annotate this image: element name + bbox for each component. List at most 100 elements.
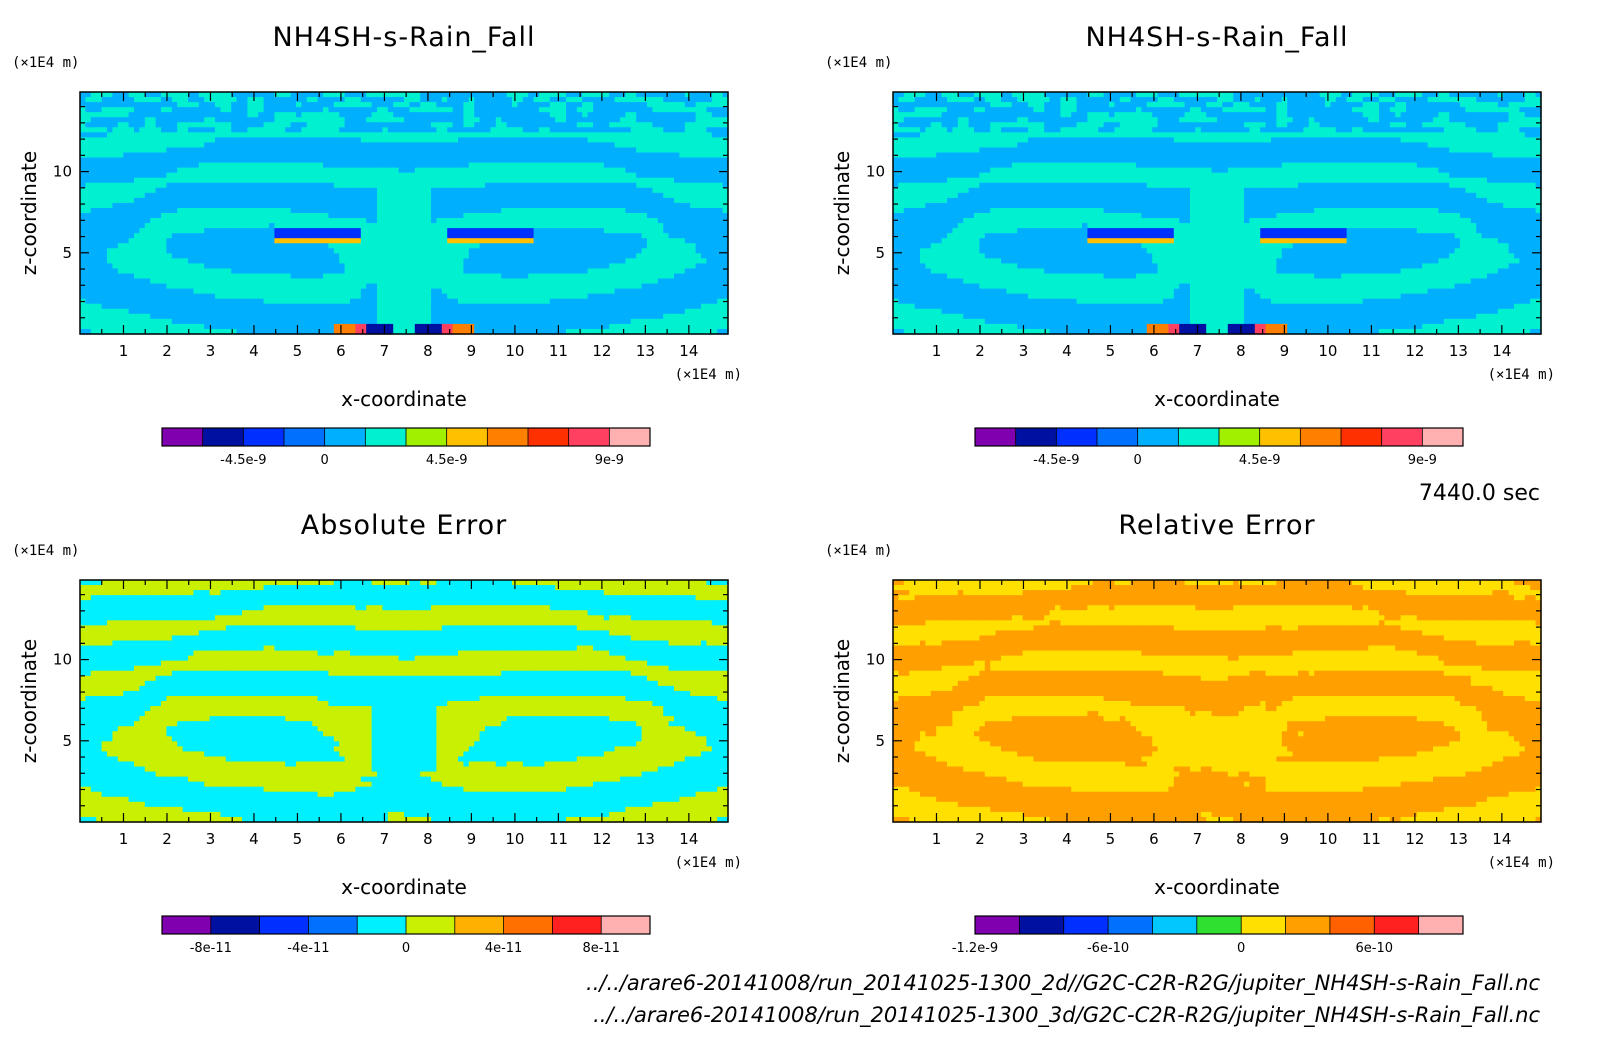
heatmap-cell bbox=[193, 243, 200, 249]
heatmap-cell bbox=[328, 278, 335, 285]
heatmap-cell bbox=[560, 177, 567, 184]
heatmap-cell bbox=[306, 152, 313, 159]
heatmap-cell bbox=[128, 112, 135, 118]
heatmap-cell bbox=[306, 187, 313, 194]
heatmap-cell bbox=[701, 182, 707, 189]
heatmap-cell bbox=[236, 258, 243, 265]
heatmap-cell bbox=[387, 187, 394, 194]
heatmap-cell bbox=[414, 177, 421, 184]
heatmap-cell bbox=[263, 97, 270, 103]
heatmap-cell bbox=[501, 157, 508, 164]
heatmap-cell bbox=[668, 278, 675, 285]
heatmap-cell bbox=[706, 192, 713, 199]
heatmap-cell bbox=[544, 258, 551, 265]
heatmap-cell bbox=[90, 162, 97, 169]
heatmap-cell bbox=[684, 263, 691, 270]
heatmap-cell bbox=[555, 218, 562, 224]
heatmap-cell bbox=[323, 263, 329, 270]
heatmap-cell bbox=[166, 187, 173, 194]
heatmap-cell bbox=[468, 142, 475, 149]
heatmap-cell bbox=[695, 218, 702, 224]
heatmap-cell bbox=[263, 132, 270, 138]
heatmap-cell bbox=[711, 278, 718, 285]
heatmap-cell bbox=[539, 97, 545, 103]
heatmap-cell bbox=[663, 263, 670, 270]
heatmap-cell bbox=[371, 172, 378, 179]
heatmap-cell bbox=[220, 258, 227, 265]
heatmap-cell bbox=[296, 187, 302, 194]
heatmap-cell bbox=[679, 182, 686, 189]
heatmap-cell bbox=[690, 117, 697, 123]
heatmap-cell bbox=[522, 263, 529, 270]
heatmap-cell bbox=[188, 182, 194, 189]
heatmap-cell bbox=[587, 263, 594, 270]
heatmap-cell bbox=[301, 142, 308, 149]
heatmap-cell bbox=[555, 107, 562, 113]
heatmap-cell bbox=[393, 167, 400, 174]
heatmap-cell bbox=[247, 127, 254, 133]
heatmap-cell bbox=[274, 273, 281, 280]
heatmap-cell bbox=[150, 132, 157, 138]
heatmap-cell bbox=[317, 192, 324, 199]
heatmap-cell bbox=[252, 248, 259, 254]
heatmap-cell bbox=[371, 92, 378, 98]
heatmap-cell bbox=[636, 192, 643, 199]
heatmap-cell bbox=[571, 218, 578, 224]
heatmap-cell bbox=[452, 97, 459, 103]
heatmap-cell bbox=[258, 177, 265, 184]
heatmap-cell bbox=[188, 263, 194, 270]
heatmap-cell bbox=[296, 92, 302, 98]
heatmap-cell bbox=[485, 132, 491, 138]
heatmap-cell bbox=[177, 233, 184, 239]
heatmap-cell bbox=[717, 263, 724, 270]
heatmap-cell bbox=[269, 197, 275, 204]
heatmap-cell bbox=[722, 248, 729, 254]
heatmap-cell bbox=[647, 127, 653, 133]
heatmap-cell bbox=[668, 218, 675, 224]
heatmap-cell bbox=[674, 263, 680, 270]
heatmap-cell bbox=[463, 117, 470, 123]
heatmap-cell bbox=[447, 142, 454, 149]
heatmap-cell bbox=[522, 167, 529, 174]
heatmap-cell bbox=[485, 258, 491, 265]
heatmap-cell bbox=[404, 197, 410, 204]
heatmap-cell bbox=[674, 283, 680, 290]
heatmap-cell bbox=[506, 253, 513, 259]
heatmap-cell bbox=[215, 152, 221, 159]
heatmap-cell bbox=[533, 197, 540, 204]
heatmap-cell bbox=[371, 132, 378, 138]
heatmap-cell bbox=[690, 223, 697, 229]
heatmap-cell bbox=[247, 117, 254, 123]
heatmap-cell bbox=[593, 192, 599, 199]
heatmap-cell bbox=[436, 253, 443, 259]
heatmap-cell bbox=[404, 112, 410, 118]
heatmap-cell bbox=[679, 197, 686, 204]
heatmap-cell bbox=[706, 147, 713, 154]
heatmap-cell bbox=[436, 177, 443, 184]
heatmap-cell bbox=[409, 213, 416, 219]
heatmap-cell bbox=[576, 177, 583, 184]
heatmap-cell bbox=[107, 202, 113, 209]
heatmap-cell bbox=[571, 132, 578, 138]
heatmap-cell bbox=[630, 288, 637, 295]
heatmap-cell bbox=[441, 117, 448, 123]
heatmap-cell bbox=[366, 278, 373, 285]
heatmap-cell bbox=[382, 207, 389, 214]
heatmap-cell bbox=[225, 278, 232, 285]
heatmap-cell bbox=[549, 117, 556, 123]
heatmap-cell bbox=[539, 207, 545, 214]
heatmap-cell bbox=[522, 102, 529, 108]
heatmap-cell bbox=[312, 283, 319, 290]
heatmap-cell bbox=[576, 142, 583, 149]
heatmap-cell bbox=[630, 223, 637, 229]
heatmap-cell bbox=[112, 177, 119, 184]
heatmap-cell bbox=[177, 223, 184, 229]
heatmap-cell bbox=[431, 228, 437, 234]
heatmap-cell bbox=[290, 228, 297, 234]
heatmap-cell bbox=[144, 147, 151, 154]
heatmap-cell bbox=[630, 132, 637, 138]
heatmap-cell bbox=[301, 122, 308, 128]
heatmap-cell bbox=[706, 248, 713, 254]
heatmap-cell bbox=[279, 147, 286, 154]
heatmap-cell bbox=[447, 97, 454, 103]
